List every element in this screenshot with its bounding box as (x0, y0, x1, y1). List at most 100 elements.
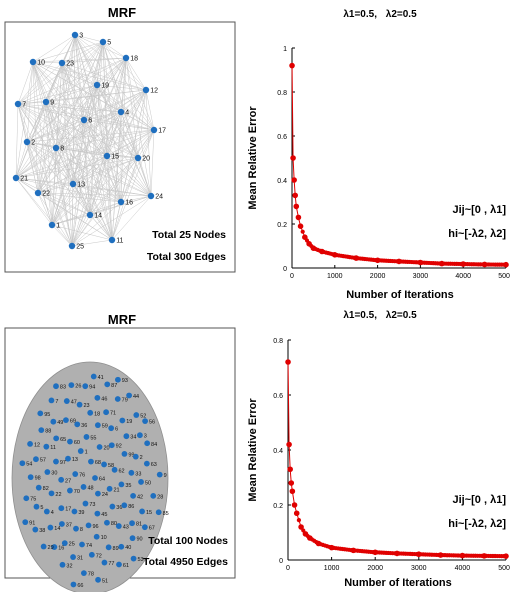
graph-edge (15, 119, 85, 179)
graph-node (35, 484, 42, 491)
graph-node-label: 30 (51, 471, 57, 477)
graph-node-label: 68 (95, 460, 101, 466)
graph-node-label: 28 (157, 494, 163, 500)
graph-edge (15, 61, 34, 179)
graph-edge (26, 111, 122, 143)
graph-edge (37, 84, 98, 194)
graph-node (63, 417, 69, 424)
series-point (330, 252, 335, 257)
graph-node (143, 460, 150, 467)
y-tick-label: 0 (279, 558, 283, 565)
graph-edge (89, 157, 139, 216)
graph-node-label: 11 (116, 238, 123, 245)
graph-node-label: 94 (89, 385, 95, 391)
graph-edge (15, 177, 74, 185)
graph-node (114, 396, 121, 402)
graph-node-label: 90 (136, 537, 142, 543)
graph-edge (51, 224, 73, 247)
series-point (300, 229, 305, 234)
graph-node-label: 17 (65, 507, 71, 513)
graph-node (101, 559, 108, 566)
series-point (286, 441, 292, 448)
graph-node (116, 561, 122, 568)
graph-node-label: 81 (136, 522, 142, 528)
graph-node-label: 19 (101, 83, 109, 90)
x-tick-label: 4000 (455, 273, 471, 280)
legend-j: Jij~[0 , λ1] (452, 494, 506, 506)
graph-edge (83, 84, 98, 121)
series-point (301, 528, 306, 533)
graph-node-label: 65 (60, 437, 66, 443)
graph-node-label: 12 (34, 442, 40, 448)
series-point (302, 234, 308, 240)
graph-edge (83, 119, 122, 203)
graph-edge (51, 119, 85, 226)
series-point (314, 540, 319, 545)
graph-node-label: 4 (125, 110, 129, 117)
graph-edge (96, 57, 127, 86)
graph-node (58, 476, 65, 483)
graph-node (43, 508, 50, 515)
graph-node-label: 10 (101, 535, 107, 541)
graph-node (108, 425, 115, 432)
graph-node-label: 72 (96, 553, 102, 559)
graph-node-label: 44 (133, 394, 139, 400)
graph-node (70, 554, 76, 560)
graph-node (129, 535, 136, 542)
series-point (392, 551, 397, 556)
graph-edge (102, 41, 152, 197)
graph-node (68, 242, 76, 250)
graph-node-label: 4 (51, 510, 54, 516)
graph-node (106, 485, 113, 492)
graph-node (47, 524, 54, 531)
graph-edge (45, 101, 53, 226)
graph-node (33, 503, 40, 510)
graph-node-label: 71 (110, 411, 116, 417)
graph-node-label: 82 (43, 486, 49, 492)
graph-edge (83, 89, 147, 121)
chart-title-lambda1: λ1=0.5, (343, 310, 377, 321)
graph-node (50, 418, 57, 425)
graph-edge (51, 214, 91, 226)
graph-edge (55, 147, 108, 157)
graph-edge (15, 101, 47, 179)
graph-edge (37, 183, 74, 194)
graph-node-label: 93 (122, 378, 128, 384)
graph-node (80, 484, 87, 490)
x-tick-label: 0 (286, 565, 290, 572)
y-tick-label: 0.6 (273, 393, 283, 400)
series-point (296, 518, 301, 523)
graph-node-label: 16 (58, 546, 64, 552)
graph-node (108, 442, 115, 449)
graph-node-label: 99 (128, 452, 134, 458)
graph-edge (120, 57, 127, 203)
series-point (293, 510, 300, 517)
graph-edge (106, 155, 139, 159)
graph-node (63, 398, 70, 404)
graph-node (42, 98, 50, 106)
series-point (289, 62, 295, 69)
graph-node-label: 14 (94, 213, 102, 220)
graph-node (59, 561, 66, 568)
graph-edge (72, 129, 155, 185)
graph-node-label: 5 (107, 40, 111, 47)
graph-node (53, 458, 59, 465)
chart-title-lambda2: λ2=0.5 (386, 9, 417, 20)
graph-edge (83, 119, 113, 241)
graph-edge (71, 195, 152, 247)
graph-node-label: 47 (71, 400, 77, 406)
series-point (458, 261, 464, 267)
graph-node (142, 418, 149, 425)
graph-edge (125, 57, 147, 91)
graph-node-label: 2 (140, 455, 143, 461)
y-tick-label: 0.8 (273, 338, 283, 345)
graph-node (82, 500, 89, 507)
graph-node (133, 412, 140, 418)
graph-edge (137, 157, 152, 197)
graph-edge (74, 34, 139, 159)
graph-node (48, 490, 55, 497)
graph-node-label: 33 (135, 471, 141, 477)
graph-edge (72, 157, 139, 185)
graph-edge (15, 177, 91, 216)
graph-node-label: 46 (101, 396, 107, 402)
